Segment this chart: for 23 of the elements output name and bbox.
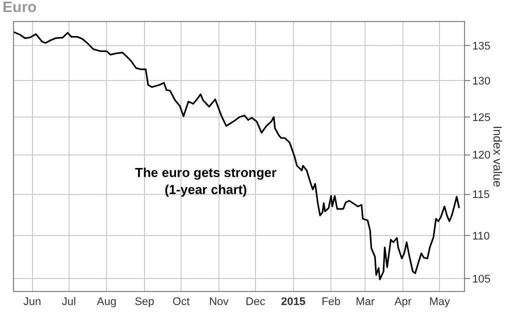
y-axis-title: Index value [490,126,504,188]
x-tick-label: 2015 [281,296,306,308]
x-tick-label: Jul [62,296,76,308]
x-tick-label: May [429,296,450,308]
y-tick-label: 115 [472,189,490,202]
x-tick-label: Nov [209,296,230,308]
x-tick-label: Feb [322,296,341,308]
x-tick-label: Aug [96,296,116,308]
y-tick-label: 125 [472,112,491,124]
x-tick-label: Mar [356,296,376,308]
x-tick-label: Dec [246,296,266,308]
y-tick-label: 130 [472,76,491,88]
chart-title: Euro [2,0,37,16]
annotation: The euro gets stronger (1-year chart) [135,165,277,197]
x-tick-label: Jun [23,296,42,308]
x-tick-label: Oct [172,296,190,308]
x-tick-label: Apr [394,296,412,308]
x-tick-label: Sep [134,296,154,308]
y-tick-label: 110 [472,230,490,242]
y-tick-label: 105 [472,273,491,286]
line-series [14,31,460,280]
y-tick-label: 120 [472,150,491,162]
y-tick-label: 135 [472,40,491,53]
